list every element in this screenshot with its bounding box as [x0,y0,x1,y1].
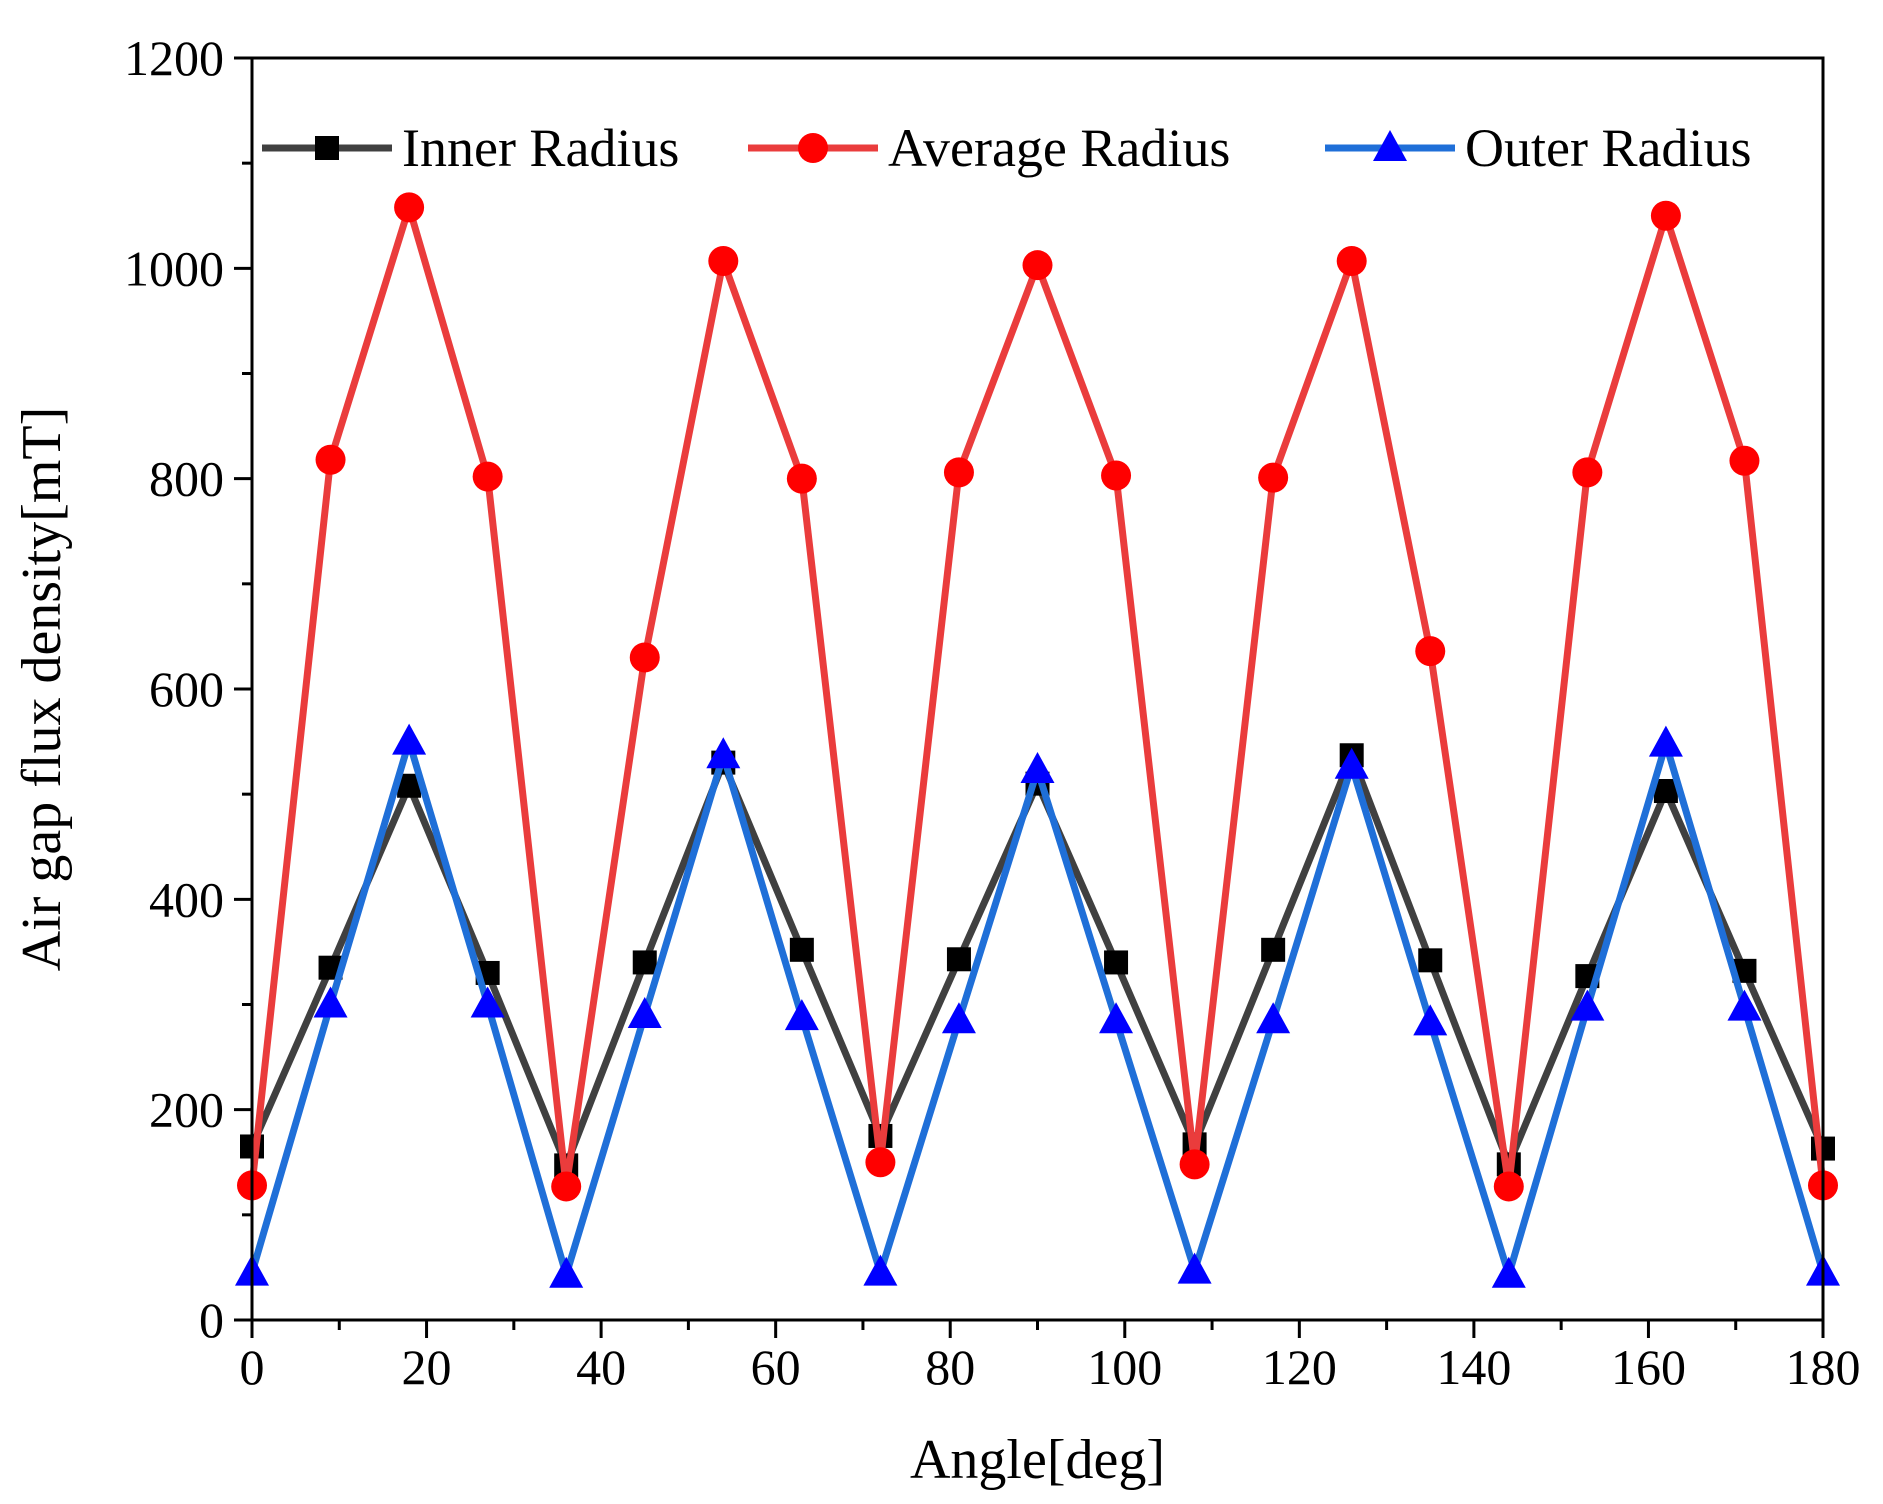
data-point-inner-radius [1104,950,1129,975]
y-axis-title: Air gap flux density[mT] [11,407,73,972]
data-point-average-radius [865,1147,896,1178]
x-tick-label: 180 [1786,1339,1861,1395]
data-point-inner-radius [1261,937,1286,962]
data-point-average-radius [708,245,739,276]
data-point-outer-radius [627,997,662,1029]
data-point-average-radius [472,461,503,492]
legend-marker-average-radius [798,133,828,163]
legend-label-inner-radius: Inner Radius [402,118,679,178]
data-point-outer-radius [1256,1002,1291,1034]
y-tick-label: 0 [199,1292,224,1348]
x-tick-label: 120 [1262,1339,1337,1395]
data-point-outer-radius [1099,1002,1134,1034]
x-tick-label: 160 [1611,1339,1686,1395]
data-point-outer-radius [1648,725,1683,757]
y-tick-label: 600 [149,661,224,717]
x-tick-label: 60 [751,1339,801,1395]
data-point-outer-radius [1491,1256,1526,1288]
x-tick-label: 140 [1436,1339,1511,1395]
data-point-outer-radius [549,1256,584,1288]
series-layer [235,192,1840,1288]
axes-ticks: 0 20 40 60 80 100 120 140 160 180 0 200 400 600 800 100… [124,30,1861,1395]
legend: Inner Radius Average Radius Outer Radius [262,118,1751,178]
data-point-inner-radius [1653,779,1678,804]
data-point-average-radius [629,642,660,673]
data-point-inner-radius [1418,948,1443,973]
data-point-average-radius [1493,1171,1524,1202]
data-point-average-radius [1650,200,1681,231]
y-tick-label: 1000 [124,240,224,296]
data-point-outer-radius [1177,1252,1212,1284]
y-tick-label: 1200 [124,30,224,86]
legend-marker-inner-radius [315,136,339,160]
data-point-average-radius [1415,636,1446,667]
legend-item-average-radius: Average Radius [748,118,1230,178]
legend-item-inner-radius: Inner Radius [262,118,679,178]
data-point-average-radius [394,192,425,223]
data-point-average-radius [1022,250,1053,281]
x-tick-label: 80 [925,1339,975,1395]
data-point-outer-radius [1413,1004,1448,1036]
data-point-outer-radius [784,999,819,1031]
data-point-average-radius [315,444,346,475]
legend-item-outer-radius: Outer Radius [1325,118,1751,178]
data-point-outer-radius [1727,989,1762,1021]
y-tick-label: 800 [149,451,224,507]
data-point-average-radius [1572,457,1603,488]
data-point-outer-radius [863,1254,898,1286]
y-tick-label: 400 [149,871,224,927]
data-point-outer-radius [1334,747,1369,779]
data-point-inner-radius [632,950,657,975]
x-tick-label: 40 [576,1339,626,1395]
data-point-average-radius [551,1171,582,1202]
data-point-outer-radius [706,737,741,769]
data-point-outer-radius [392,723,427,755]
data-point-average-radius [1258,462,1289,493]
data-point-outer-radius [470,986,505,1018]
data-point-outer-radius [1020,751,1055,783]
data-point-outer-radius [1570,989,1605,1021]
series-outer-radius [235,723,1840,1288]
legend-label-average-radius: Average Radius [888,118,1230,178]
data-point-average-radius [1101,460,1132,491]
y-tick-label: 200 [149,1082,224,1138]
x-tick-label: 0 [240,1339,265,1395]
data-point-outer-radius [313,986,348,1018]
data-point-average-radius [1179,1149,1210,1180]
x-tick-label: 20 [402,1339,452,1395]
data-point-outer-radius [941,1002,976,1034]
data-point-inner-radius [946,947,971,972]
data-point-average-radius [943,457,974,488]
legend-marker-outer-radius [1373,130,1407,161]
data-point-average-radius [1729,445,1760,476]
legend-label-outer-radius: Outer Radius [1465,118,1751,178]
data-point-average-radius [1336,245,1367,276]
data-point-average-radius [786,463,817,494]
x-tick-label: 100 [1087,1339,1162,1395]
data-point-inner-radius [789,937,814,962]
series-average-radius [237,192,1838,1202]
x-axis-title: Angle[deg] [910,1429,1165,1491]
